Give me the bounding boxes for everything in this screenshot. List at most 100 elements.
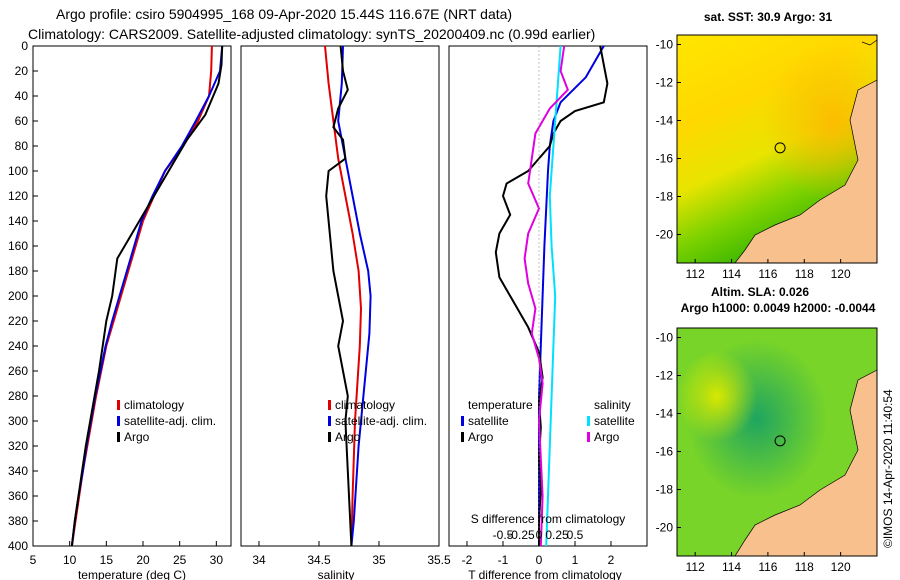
legend-climatology: climatology <box>124 398 184 412</box>
legend-s-argo-swatch <box>587 432 590 442</box>
s-diff-tick-label: 0 <box>536 528 543 542</box>
sst-map-frame <box>676 34 878 264</box>
x-tick-label: 34.5 <box>307 553 331 567</box>
difference-line-s-satellite <box>545 45 562 547</box>
sst-argo-marker <box>774 142 786 154</box>
difference-axes-frame <box>448 45 648 547</box>
depth-tick-label: 400 <box>8 539 28 553</box>
map-lat-label: -14 <box>656 407 674 421</box>
depth-tick-label: 260 <box>8 364 28 378</box>
sla-argo-marker <box>774 435 786 447</box>
sla-map-frame <box>676 327 878 557</box>
salinity-line-argo <box>325 45 353 547</box>
temperature-xlabel: temperature (deg C) <box>78 568 186 580</box>
salinity-xlabel: salinity <box>318 568 355 580</box>
depth-tick-label: 220 <box>8 314 28 328</box>
map-lat-label: -12 <box>656 369 674 383</box>
map-lat-label: -16 <box>656 152 674 166</box>
map-lat-label: -18 <box>656 483 674 497</box>
map-lon-label: 118 <box>795 267 814 281</box>
sla-map: 112 114 116 118 120 -10 -12 -14 -16 -18 -20 <box>656 327 878 574</box>
difference-panel: -2 -1 0 1 2 T difference from climatology S … <box>448 45 648 580</box>
legend-argo: Argo <box>124 430 150 444</box>
temperature-panel: 5 10 15 20 25 30 0 20 40 60 80 100 120 140 160 180 200 2… <box>8 39 454 580</box>
legend-satellite: satellite-adj. clim. <box>124 414 216 428</box>
map-lon-label: 116 <box>758 560 777 574</box>
legend-satellite-swatch <box>117 416 120 426</box>
s-diff-tick-label: 0.5 <box>567 528 584 542</box>
x-tick-label: 0 <box>536 553 543 567</box>
legend-temperature-title: temperature <box>468 398 533 412</box>
map-lat-label: -16 <box>656 445 674 459</box>
legend-t-satellite: satellite <box>468 414 509 428</box>
s-diff-tick-label: -0.25 <box>507 528 535 542</box>
temperature-legend: climatology satellite-adj. clim. Argo <box>117 398 216 444</box>
difference-line-s-argo <box>523 45 569 547</box>
legend-satellite: satellite-adj. clim. <box>335 414 427 428</box>
sst-coast-north <box>861 39 877 46</box>
depth-tick-label: 20 <box>15 64 29 78</box>
map-lat-label: -12 <box>656 76 674 90</box>
x-tick-label: 25 <box>173 553 187 567</box>
map-lon-label: 120 <box>831 560 851 574</box>
depth-tick-label: 100 <box>8 164 28 178</box>
x-tick-label: 34 <box>252 553 266 567</box>
credit: ©IMOS 14-Apr-2020 11:40:54 <box>881 389 895 548</box>
legend-climatology-swatch <box>328 400 331 410</box>
map-lat-label: -10 <box>656 38 674 52</box>
map-lon-label: 116 <box>758 267 777 281</box>
header-line-1: Argo profile: csiro 5904995_168 09-Apr-2… <box>56 6 512 22</box>
difference-line-t-argo <box>494 45 609 546</box>
legend-argo-swatch <box>117 432 120 442</box>
depth-tick-label: 40 <box>15 89 29 103</box>
sla-map-title-2: Argo h1000: 0.0049 h2000: -0.0044 <box>681 301 876 315</box>
depth-tick-label: 240 <box>8 339 28 353</box>
sst-map: 112 114 116 118 120 -10 -12 -14 -16 -18 -20 <box>656 34 878 281</box>
depth-tick-label: 180 <box>8 264 28 278</box>
legend-t-argo: Argo <box>468 430 494 444</box>
sst-land <box>734 79 877 263</box>
x-tick-label: 10 <box>63 553 77 567</box>
x-tick-label: 5 <box>30 553 37 567</box>
x-tick-label: 1 <box>572 553 579 567</box>
depth-tick-label: 340 <box>8 464 28 478</box>
depth-tick-label: 200 <box>8 289 28 303</box>
map-lat-label: -20 <box>656 521 674 535</box>
depth-tick-label: 80 <box>15 139 29 153</box>
legend-satellite-swatch <box>328 416 331 426</box>
x-tick-label: 15 <box>100 553 114 567</box>
depth-tick-label: 280 <box>8 389 28 403</box>
x-tick-label: -1 <box>498 553 509 567</box>
map-lat-label: -18 <box>656 190 674 204</box>
map-lat-label: -10 <box>656 331 674 345</box>
s-diff-tick-label: -0.5 <box>493 528 514 542</box>
salinity-axes-frame <box>240 45 440 547</box>
x-tick-label: 35.5 <box>427 553 451 567</box>
legend-s-satellite: satellite <box>594 414 635 428</box>
legend-t-argo-swatch <box>461 432 464 442</box>
map-lat-label: -20 <box>656 228 674 242</box>
legend-s-satellite-swatch <box>587 416 590 426</box>
depth-tick-label: 60 <box>15 114 29 128</box>
x-tick-label: 35 <box>372 553 386 567</box>
x-tick-label: 30 <box>210 553 224 567</box>
difference-xlabel: T difference from climatology <box>468 568 622 580</box>
map-lon-label: 114 <box>722 267 741 281</box>
legend-climatology: climatology <box>335 398 395 412</box>
depth-tick-label: 380 <box>8 514 28 528</box>
map-lon-label: 114 <box>722 560 741 574</box>
depth-tick-label: 300 <box>8 414 28 428</box>
depth-tick-label: 140 <box>8 214 28 228</box>
temperature-axes-frame <box>32 45 232 547</box>
depth-tick-label: 160 <box>8 239 28 253</box>
sst-map-title: sat. SST: 30.9 Argo: 31 <box>704 10 833 24</box>
map-lon-label: 112 <box>686 267 705 281</box>
difference-legend: temperature satellite Argo salinity sate… <box>461 398 635 444</box>
depth-tick-label: 360 <box>8 489 28 503</box>
depth-tick-label: 120 <box>8 189 28 203</box>
map-lon-label: 112 <box>686 560 705 574</box>
sla-map-title-1: Altim. SLA: 0.026 <box>711 285 809 299</box>
legend-argo: Argo <box>335 430 361 444</box>
legend-t-satellite-swatch <box>461 416 464 426</box>
legend-salinity-title: salinity <box>594 398 631 412</box>
